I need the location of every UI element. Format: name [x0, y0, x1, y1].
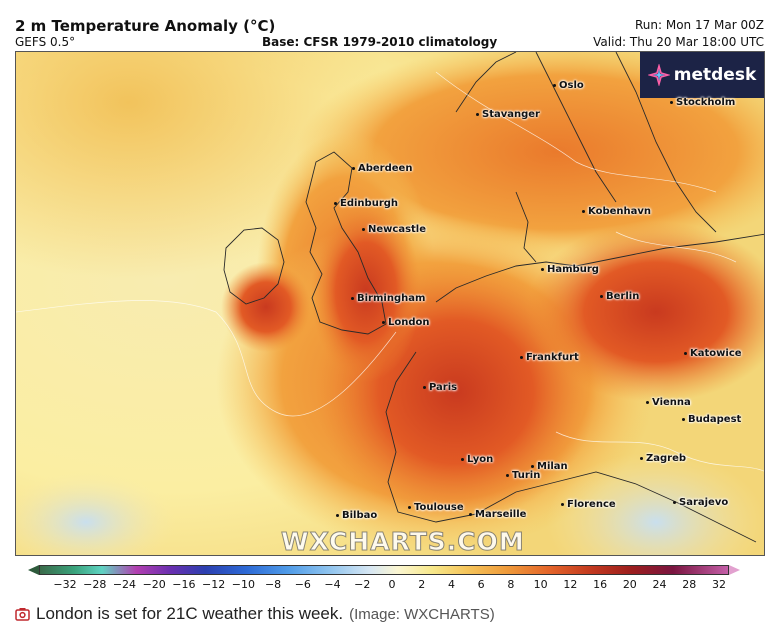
scale-tick: −6 [294, 578, 311, 591]
scale-tick: 6 [477, 578, 485, 591]
caption-credit: (Image: WXCHARTS) [349, 605, 495, 623]
valid-label: Valid: Thu 20 Mar 18:00 UTC [593, 35, 764, 49]
city-paris: Paris [423, 382, 457, 393]
scale-tick: 24 [652, 578, 667, 591]
city-zagreb: Zagreb [640, 453, 686, 464]
city-milan: Milan [531, 461, 568, 472]
city-aberdeen: Aberdeen [352, 163, 412, 174]
scale-tick: −32 [53, 578, 77, 591]
map-canvas [16, 52, 764, 555]
scale-tick: 0 [388, 578, 396, 591]
scale-tick: 12 [563, 578, 578, 591]
map-title: 2 m Temperature Anomaly (°C) [15, 17, 276, 35]
city-turin: Turin [506, 470, 540, 481]
scale-tick: −10 [231, 578, 255, 591]
scale-right-arrow [729, 565, 740, 575]
metdesk-logo-text: metdesk [673, 65, 757, 85]
city-sarajevo: Sarajevo [673, 497, 728, 508]
city-newcastle: Newcastle [362, 224, 426, 235]
caption-text: London is set for 21C weather this week. [36, 604, 344, 623]
city-edinburgh: Edinburgh [334, 198, 398, 209]
scale-left-arrow [28, 565, 39, 575]
city-hamburg: Hamburg [541, 264, 599, 275]
city-florence: Florence [561, 499, 616, 510]
color-scale-legend: −32 −28 −24 −20 −16 −12 −10 −8 −6 −4 −2 0 2 4 6 8 10 12 16… [15, 563, 755, 593]
scale-tick: −20 [142, 578, 166, 591]
city-kobenhavn: Kobenhavn [582, 206, 651, 217]
city-bilbao: Bilbao [336, 510, 377, 521]
scale-tick: 32 [712, 578, 726, 591]
city-marseille: Marseille [469, 509, 526, 520]
city-stockholm: Stockholm [670, 97, 735, 108]
city-birmingham: Birmingham [351, 293, 425, 304]
city-stavanger: Stavanger [476, 109, 540, 120]
city-oslo: Oslo [553, 80, 584, 91]
scale-tick: −24 [112, 578, 137, 591]
scale-gradient-bar [39, 565, 729, 575]
scale-tick: 16 [593, 578, 608, 591]
city-katowice: Katowice [684, 348, 742, 359]
scale-tick: −8 [264, 578, 282, 591]
scale-tick: −16 [172, 578, 196, 591]
run-label: Run: Mon 17 Mar 00Z [634, 18, 764, 32]
city-lyon: Lyon [461, 454, 493, 465]
temperature-anomaly-map: metdesk WXCHARTS.COM Oslo Stockholm Stav… [15, 51, 765, 556]
city-vienna: Vienna [646, 397, 691, 408]
city-london: London [382, 317, 430, 328]
scale-tick: 2 [418, 578, 426, 591]
model-label: GEFS 0.5° [15, 35, 76, 49]
base-label: Base: CFSR 1979-2010 climatology [262, 35, 498, 49]
metdesk-logo: metdesk [640, 52, 764, 98]
city-berlin: Berlin [600, 291, 639, 302]
city-budapest: Budapest [682, 414, 741, 425]
city-frankfurt: Frankfurt [520, 352, 579, 363]
scale-tick: −2 [354, 578, 371, 591]
scale-tick: 20 [622, 578, 637, 591]
camera-icon [15, 608, 30, 621]
scale-tick: 28 [682, 578, 697, 591]
scale-tick: 10 [533, 578, 548, 591]
scale-tick: −28 [83, 578, 107, 591]
image-caption: London is set for 21C weather this week.… [15, 604, 495, 624]
scale-tick: −4 [324, 578, 341, 591]
metdesk-star-icon [647, 64, 670, 86]
scale-tick: 8 [507, 578, 515, 591]
scale-tick: −12 [202, 578, 226, 591]
wxcharts-watermark: WXCHARTS.COM [281, 527, 525, 556]
scale-tick: 4 [447, 578, 455, 591]
city-toulouse: Toulouse [408, 502, 464, 513]
